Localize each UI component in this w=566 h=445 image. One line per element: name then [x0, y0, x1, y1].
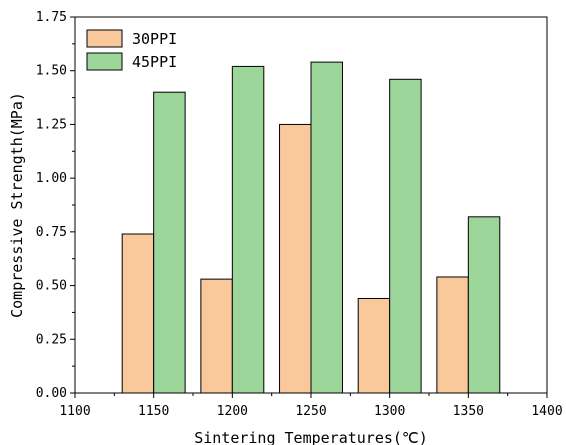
y-tick-label: 0.50 [36, 279, 67, 294]
bar-45ppi-1350 [467, 216, 501, 394]
x-tick-label: 1150 [138, 404, 169, 419]
x-tick-label: 1350 [453, 404, 484, 419]
legend-swatch-30ppi [86, 29, 123, 48]
y-tick-label: 1.25 [36, 117, 67, 132]
y-tick-label: 1.50 [36, 64, 67, 79]
legend-swatch-45ppi [86, 52, 123, 71]
bar-45ppi-1150 [153, 91, 186, 394]
y-tick-label: 1.00 [36, 171, 67, 186]
y-tick-label: 0.25 [36, 332, 67, 347]
ticks-group [70, 16, 548, 398]
bar-30ppi-1250 [279, 123, 312, 394]
bar-45ppi-1200 [231, 65, 265, 394]
bar-30ppi-1200 [200, 278, 233, 394]
y-axis-title: Compressive Strength(MPa) [8, 92, 26, 318]
x-tick-label: 1200 [217, 404, 248, 419]
legend: 30PPI 45PPI [86, 29, 177, 71]
x-tick-label: 1100 [59, 404, 90, 419]
y-tick-label: 0.75 [36, 225, 67, 240]
bar-30ppi-1300 [357, 297, 391, 394]
y-tick-label: 0.00 [36, 386, 67, 401]
tick-labels-group: 1100 1150 1200 1250 1300 1350 1400 0.00 0.25 0.50… [36, 10, 563, 419]
y-tick-label: 1.75 [36, 10, 67, 25]
x-tick-label: 1250 [295, 404, 326, 419]
bar-45ppi-1300 [389, 78, 422, 394]
bar-30ppi-1150 [121, 233, 155, 394]
x-axis-title: Sintering Temperatures(℃) [194, 429, 428, 445]
x-tick-label: 1300 [374, 404, 405, 419]
bars-group [121, 61, 501, 394]
legend-label-30ppi: 30PPI [132, 30, 177, 48]
legend-label-45ppi: 45PPI [132, 53, 177, 71]
bar-30ppi-1350 [436, 276, 469, 394]
bar-45ppi-1250 [310, 61, 343, 394]
x-tick-label: 1400 [531, 404, 562, 419]
